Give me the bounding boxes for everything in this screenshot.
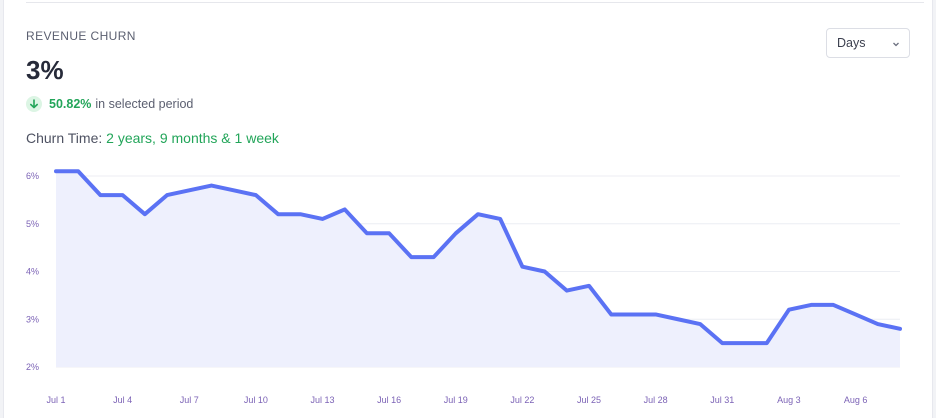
- x-tick-label: Jul 19: [444, 395, 468, 405]
- y-tick-label: 5%: [26, 219, 39, 229]
- x-tick-label: Jul 13: [311, 395, 335, 405]
- change-value: 50.82%: [49, 97, 92, 111]
- x-tick-label: Aug 3: [777, 395, 801, 405]
- metric-value: 3%: [26, 55, 64, 85]
- y-tick-label: 2%: [26, 362, 39, 372]
- series-area: [56, 171, 900, 367]
- x-tick-label: Jul 10: [244, 395, 268, 405]
- x-tick-label: Jul 22: [510, 395, 534, 405]
- top-divider: [26, 2, 924, 3]
- change-row: 50.82% in selected period: [26, 95, 193, 113]
- y-tick-label: 6%: [26, 171, 39, 181]
- series-line: [54, 169, 902, 346]
- x-tick-label: Jul 25: [577, 395, 601, 405]
- arrow-down-icon: [26, 96, 42, 112]
- change-suffix: in selected period: [95, 97, 194, 111]
- x-tick-label: Jul 1: [46, 395, 65, 405]
- period-select[interactable]: Days: [826, 28, 910, 58]
- chevron-down-icon: [891, 38, 901, 52]
- y-tick-label: 4%: [26, 267, 39, 277]
- x-tick-label: Jul 7: [180, 395, 199, 405]
- card-title: REVENUE CHURN: [26, 29, 136, 43]
- x-tick-label: Jul 31: [710, 395, 734, 405]
- churn-time-value: 2 years, 9 months & 1 week: [106, 130, 279, 146]
- x-tick-label: Jul 28: [644, 395, 668, 405]
- period-select-value: Days: [837, 36, 866, 50]
- x-tick-label: Jul 16: [377, 395, 401, 405]
- y-tick-label: 3%: [26, 314, 39, 324]
- x-tick-label: Jul 4: [113, 395, 132, 405]
- churn-time-label: Churn Time:: [26, 130, 103, 146]
- x-tick-label: Aug 6: [844, 395, 868, 405]
- churn-time: Churn Time: 2 years, 9 months & 1 week: [26, 130, 279, 146]
